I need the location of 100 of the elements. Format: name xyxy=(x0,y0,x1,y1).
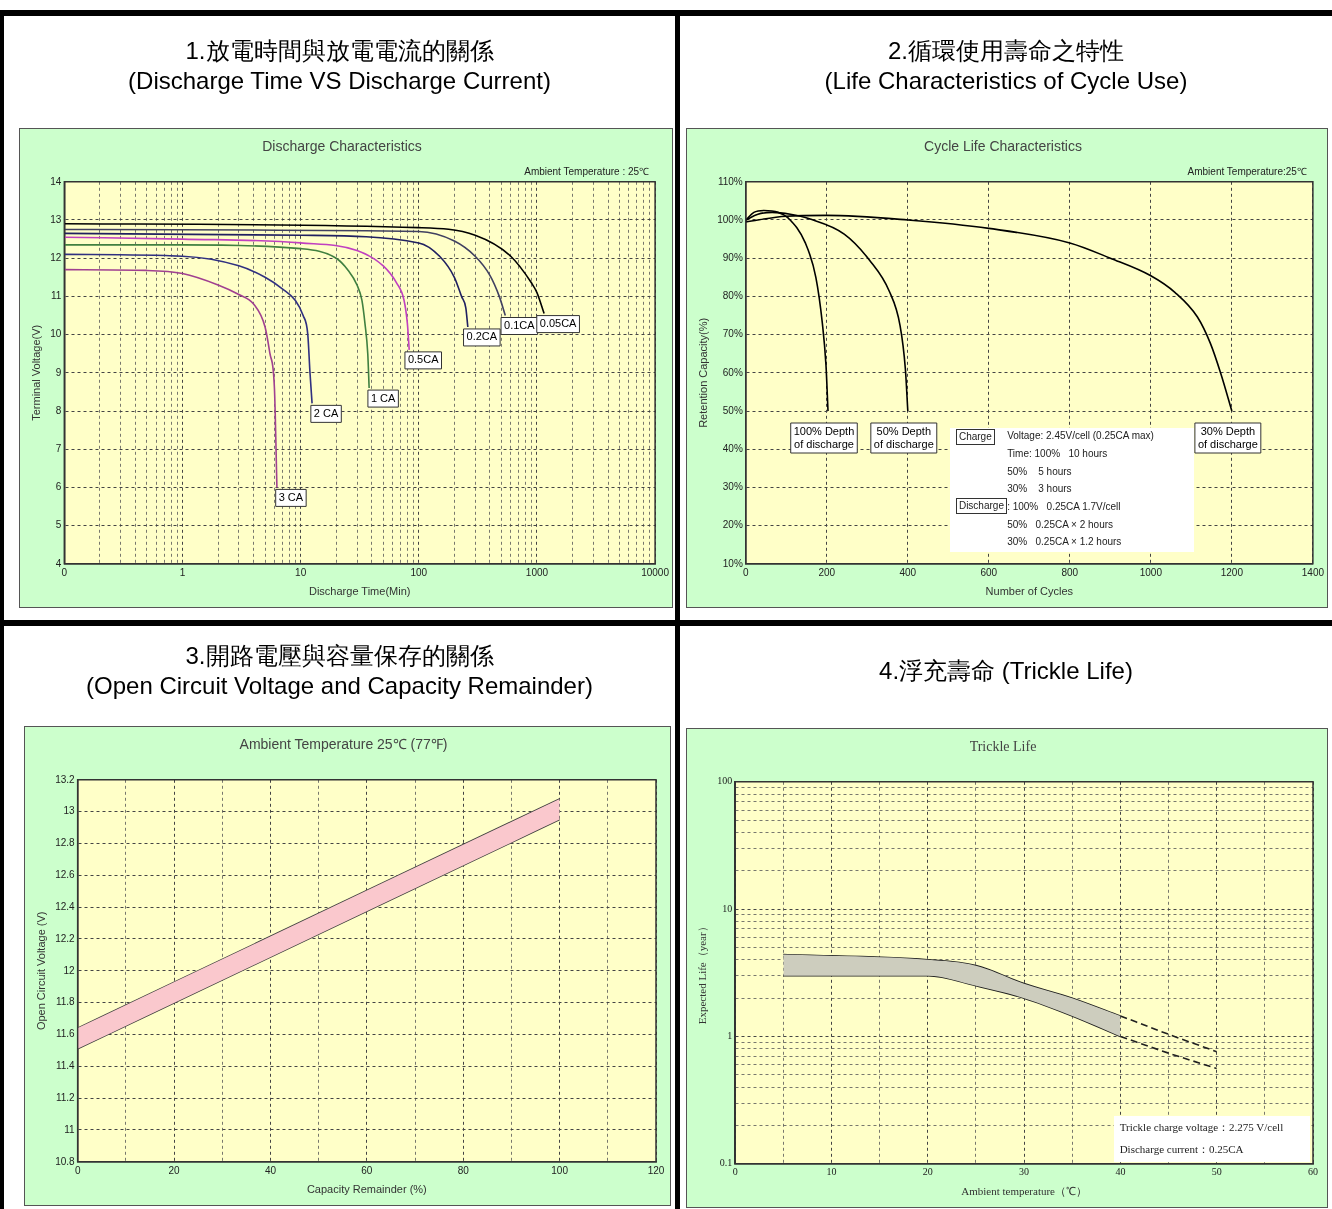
x-tick-label: 1000 xyxy=(1139,566,1163,578)
annotation: 30% 0.25CA × 1.2 hours xyxy=(1007,535,1122,550)
x-tick-label: 10 xyxy=(826,1166,837,1178)
y-tick-label: 11.2 xyxy=(55,1091,76,1103)
x-tick-label: 80 xyxy=(457,1164,470,1176)
y-tick-label: 12.6 xyxy=(55,869,76,881)
x-tick-label: 0 xyxy=(61,566,68,578)
x-tick-label: 30 xyxy=(1019,1166,1030,1178)
x-tick-label: 60 xyxy=(361,1164,373,1176)
x-axis-title: Ambient temperature（℃） xyxy=(961,1185,1087,1198)
y-tick-label: 7 xyxy=(55,442,62,454)
y-tick-label: 13 xyxy=(50,213,62,225)
x-tick-label: 1400 xyxy=(1301,566,1325,578)
y-tick-label: 30% xyxy=(722,481,743,493)
annotation: 50% 5 hours xyxy=(1007,464,1072,479)
series-label: 1 CA xyxy=(370,391,397,404)
y-tick-label: 8 xyxy=(55,404,62,416)
annotation: Charge xyxy=(955,429,995,446)
y-tick-label: 11.4 xyxy=(55,1060,76,1072)
y-tick-label: 10 xyxy=(722,902,733,914)
x-tick-label: 60 xyxy=(1308,1166,1318,1178)
y-tick-label: 12.8 xyxy=(55,837,76,849)
x-tick-label: 400 xyxy=(899,566,917,578)
y-tick-label: 10.8 xyxy=(55,1155,76,1167)
x-tick-label: 600 xyxy=(980,566,998,578)
y-tick-label: 6 xyxy=(55,481,62,493)
series-label: 0.05CA xyxy=(539,317,578,330)
y-tick-label: 11.8 xyxy=(55,996,76,1008)
x-tick-label: 0 xyxy=(74,1164,81,1176)
y-tick-label: 100% xyxy=(717,213,743,225)
y-tick-label: 11 xyxy=(50,290,62,302)
y-axis-title: Expected Life（year） xyxy=(696,921,709,1025)
series-label: 0.1CA xyxy=(504,319,536,332)
text: 100% Depth of discharge xyxy=(793,424,855,450)
y-tick-label: 12.2 xyxy=(55,932,76,944)
text: 30% Depth of discharge xyxy=(1197,424,1258,450)
y-tick-label: 14 xyxy=(50,175,62,187)
y-tick-label: 70% xyxy=(722,328,743,340)
y-axis-title: Retention Capacity(%) xyxy=(696,317,709,428)
y-tick-label: 12 xyxy=(50,251,62,263)
text: Ambient Temperature:25℃ xyxy=(1187,165,1307,177)
x-tick-label: 1000 xyxy=(525,566,549,578)
note-panel: Trickle charge voltage：2.275 V/cell Discharge current：0.25CA xyxy=(1113,1116,1311,1162)
x-tick-label: 20 xyxy=(168,1164,181,1176)
x-axis-title: Discharge Time(Min) xyxy=(308,585,411,598)
annotation: 50% 0.25CA × 2 hours xyxy=(1007,517,1114,532)
y-tick-label: 40% xyxy=(722,442,743,454)
annotation: : 100% 0.25CA 1.7V/cell xyxy=(1007,500,1121,514)
y-tick-label: 60% xyxy=(722,366,743,378)
x-tick-label: 20 xyxy=(922,1166,933,1178)
y-tick-label: 11 xyxy=(64,1123,76,1135)
chart-subtitle: Discharge Characteristics xyxy=(262,138,422,155)
x-tick-label: 100 xyxy=(410,566,428,578)
y-tick-label: 12.4 xyxy=(55,900,76,912)
chart-subtitle: Ambient Temperature 25℃ (77℉) xyxy=(239,736,448,753)
x-axis-title: Capacity Remainder (%) xyxy=(306,1183,427,1196)
chart-title: 3.開路電壓與容量保存的關係 (Open Circuit Voltage and Capacity Remainder) xyxy=(85,641,594,701)
annotation: Time: 100% 10 hours xyxy=(1007,446,1108,461)
x-tick-label: 0 xyxy=(732,1166,738,1178)
x-tick-label: 50 xyxy=(1211,1166,1222,1178)
series-label: 0.2CA xyxy=(466,330,498,343)
y-tick-label: 20% xyxy=(722,519,743,531)
y-axis-title: Terminal Voltage(V) xyxy=(29,324,42,421)
x-tick-label: 10000 xyxy=(641,566,670,578)
series-label: 3 CA xyxy=(278,490,304,503)
y-tick-label: 80% xyxy=(722,290,743,302)
text: 50% Depth of discharge xyxy=(873,424,934,450)
y-tick-label: 100 xyxy=(717,775,733,787)
y-tick-label: 4 xyxy=(55,557,62,569)
y-axis-title: Open Circuit Voltage (V) xyxy=(34,911,47,1031)
y-tick-label: 110% xyxy=(717,175,743,187)
annotation: 30% 3 hours xyxy=(1007,482,1072,497)
x-tick-label: 1200 xyxy=(1220,566,1244,578)
x-tick-label: 800 xyxy=(1061,566,1079,578)
x-tick-label: 1 xyxy=(179,566,186,578)
chart-title: 1.放電時間與放電電流的關係 (Discharge Time VS Discharge Current) xyxy=(127,36,552,96)
y-tick-label: 12 xyxy=(63,964,76,976)
series-label: 2 CA xyxy=(313,406,339,419)
x-tick-label: 120 xyxy=(647,1164,665,1176)
x-tick-label: 200 xyxy=(818,566,836,578)
y-tick-label: 13.2 xyxy=(55,773,76,785)
y-tick-label: 11.6 xyxy=(55,1028,76,1040)
x-tick-label: 100 xyxy=(551,1164,569,1176)
chart-title: 4.浮充壽命 (Trickle Life) xyxy=(878,656,1134,686)
y-tick-label: 9 xyxy=(55,366,62,378)
annotation: Discharge xyxy=(955,498,1007,515)
x-tick-label: 40 xyxy=(1115,1166,1126,1178)
y-tick-label: 90% xyxy=(722,251,743,263)
y-tick-label: 5 xyxy=(55,519,62,531)
y-tick-label: 10% xyxy=(722,557,743,569)
y-tick-label: 13 xyxy=(63,805,76,817)
series-label: 0.5CA xyxy=(407,353,440,366)
y-tick-label: 0.1 xyxy=(719,1157,733,1169)
y-tick-label: 10 xyxy=(50,328,62,340)
y-tick-label: 50% xyxy=(722,404,743,416)
x-tick-label: 0 xyxy=(742,566,749,578)
y-tick-label: 1 xyxy=(727,1030,733,1042)
annotation: Voltage: 2.45V/cell (0.25CA max) xyxy=(1007,429,1154,444)
x-tick-label: 10 xyxy=(295,566,307,578)
chart-subtitle: Trickle Life xyxy=(969,739,1037,755)
